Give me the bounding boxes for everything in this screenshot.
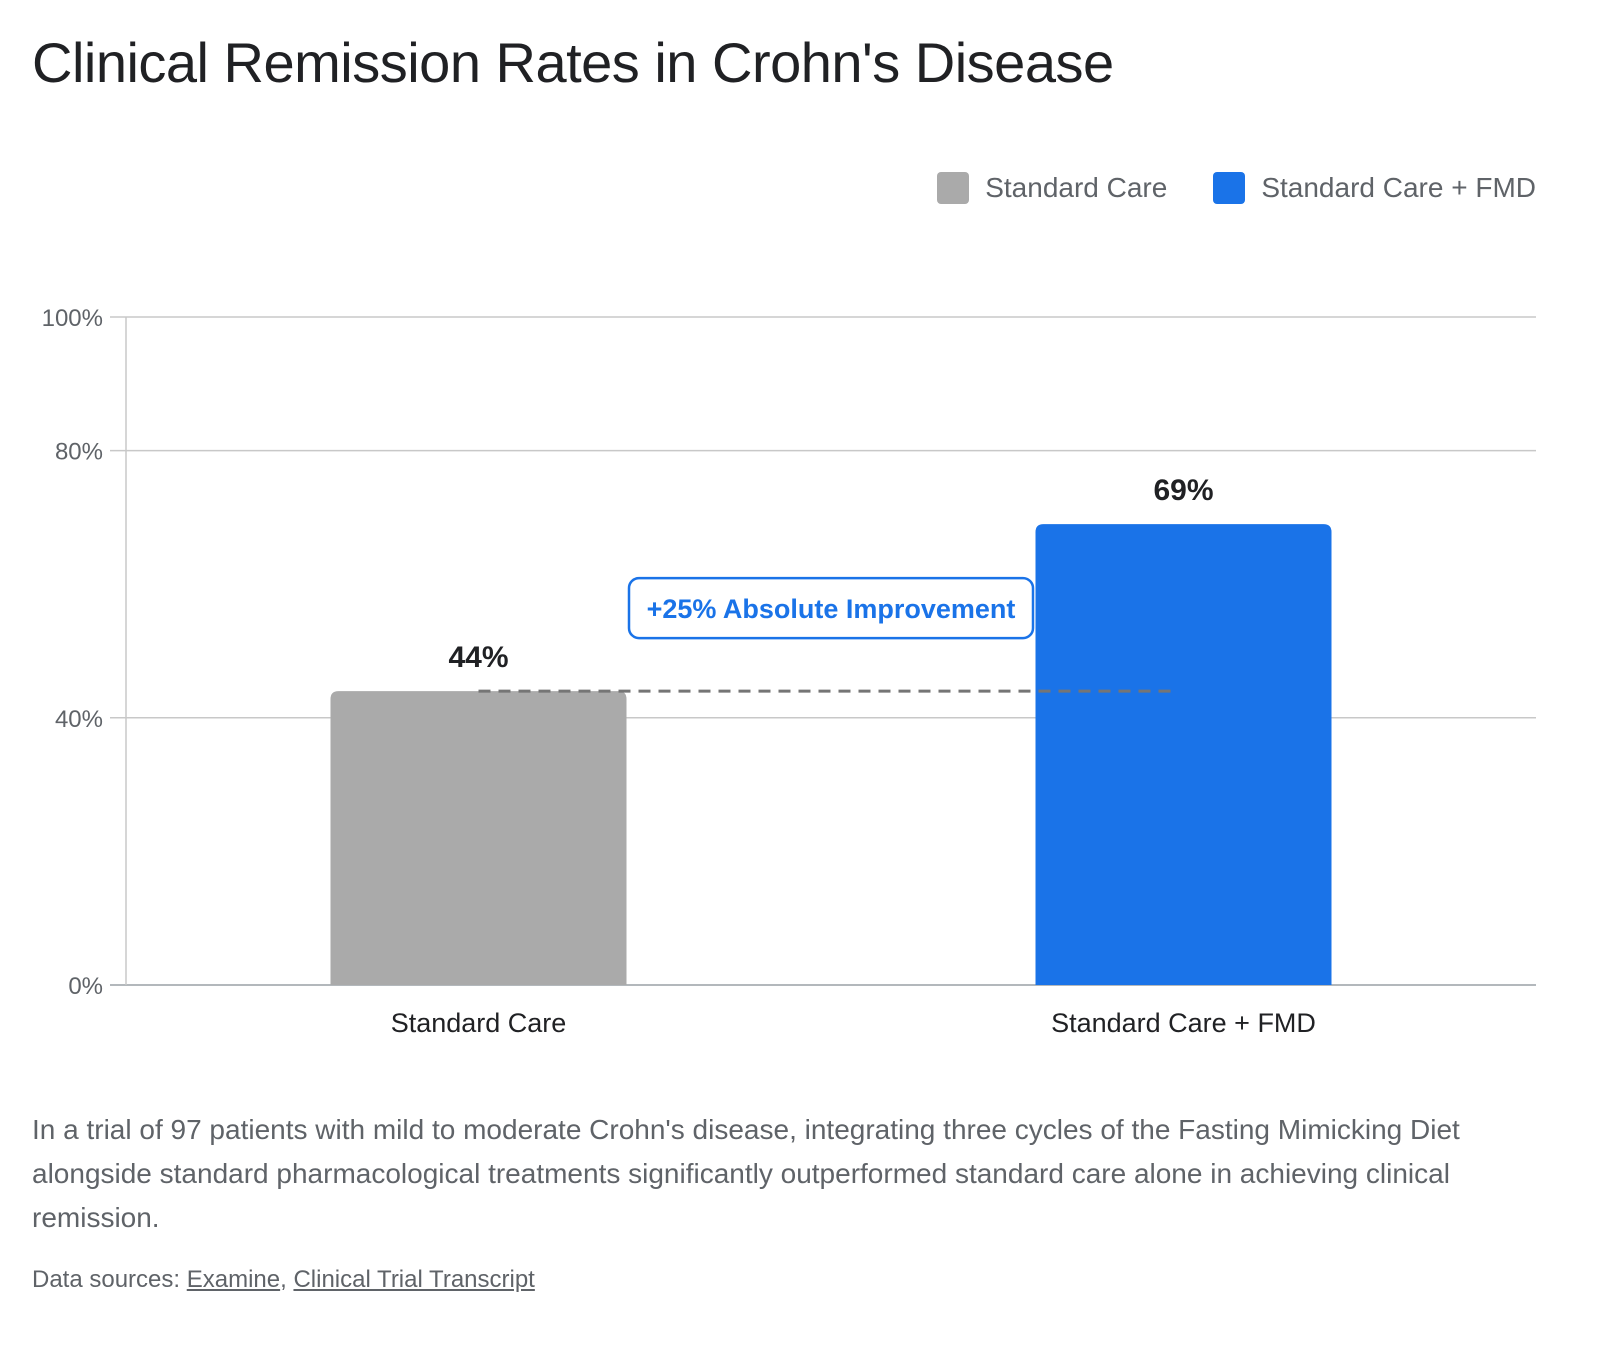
bar-standard-care-fmd <box>1035 524 1332 985</box>
data-sources: Data sources: Examine, Clinical Trial Tr… <box>32 1266 535 1294</box>
sources-separator: , <box>280 1266 294 1293</box>
legend-label-standard-care: Standard Care <box>985 172 1168 203</box>
legend-item-standard-care-fmd: Standard Care + FMD <box>1213 172 1536 204</box>
legend-swatch-standard-care <box>937 172 970 204</box>
bar-value-label: 69% <box>1153 474 1213 507</box>
y-tick-label: 80% <box>55 439 103 466</box>
source-link-clinical-trial-transcript[interactable]: Clinical Trial Transcript <box>293 1266 535 1293</box>
y-tick-label: 0% <box>68 973 103 1000</box>
chart-title: Clinical Remission Rates in Crohn's Dise… <box>32 31 1114 94</box>
source-link-examine[interactable]: Examine <box>186 1266 281 1293</box>
legend-item-standard-care: Standard Care <box>937 172 1167 204</box>
y-tick-label: 40% <box>55 706 103 733</box>
legend: Standard Care Standard Care + FMD <box>937 172 1536 204</box>
annotation-text: +25% Absolute Improvement <box>647 594 1016 624</box>
sources-prefix: Data sources: <box>32 1266 187 1293</box>
legend-swatch-standard-care-fmd <box>1213 172 1246 204</box>
annotation-box <box>627 576 1035 640</box>
bar-value-label: 44% <box>448 641 508 674</box>
x-tick-label: Standard Care + FMD <box>1051 1008 1316 1038</box>
legend-label-standard-care-fmd: Standard Care + FMD <box>1261 172 1536 203</box>
bar-standard-care <box>330 691 627 985</box>
bar-chart: 0% 40% 80% 100% 44% Standard Care 69% Standard … <box>42 305 1536 1038</box>
chart-description: In a trial of 97 patients with mild to m… <box>32 1114 1460 1233</box>
y-tick-label: 100% <box>42 305 103 332</box>
x-tick-label: Standard Care <box>391 1008 567 1038</box>
